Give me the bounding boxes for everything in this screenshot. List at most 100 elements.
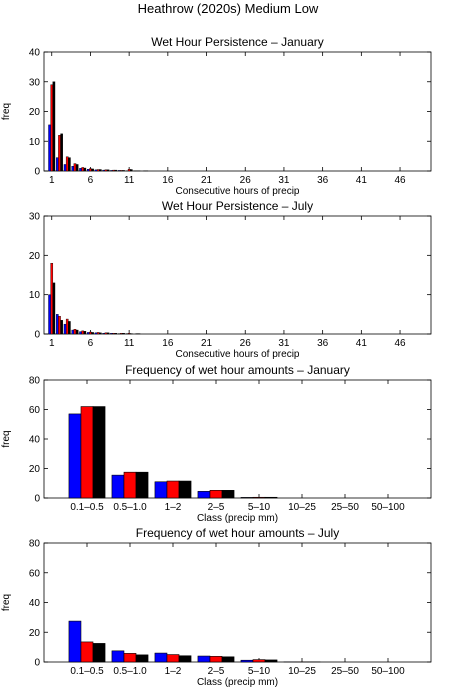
x-tick-label: 31 — [278, 175, 290, 186]
bar — [71, 329, 75, 335]
bar — [73, 163, 77, 172]
x-tick-label: 41 — [356, 175, 368, 186]
bar — [99, 169, 102, 172]
y-tick-label: 40 — [29, 598, 41, 609]
y-tick-label: 60 — [29, 568, 41, 579]
x-tick-label: 0.1–0.5 — [70, 666, 104, 677]
y-tick-label: 20 — [29, 628, 41, 639]
bar — [154, 652, 168, 663]
bar — [122, 170, 125, 172]
bar — [111, 650, 125, 663]
bar — [79, 168, 82, 172]
x-tick-label: 10–25 — [288, 502, 316, 513]
y-axis-label: freq — [1, 594, 12, 611]
bar — [75, 329, 79, 335]
chart-title: Wet Hour Persistence – January — [151, 35, 324, 49]
plot-frame — [43, 215, 432, 335]
x-axis-label: Consecutive hours of precip — [176, 349, 300, 360]
bar — [52, 81, 56, 172]
y-tick-label: 0 — [34, 494, 40, 505]
x-tick-label: 41 — [356, 338, 368, 349]
bar — [166, 654, 180, 663]
bar — [83, 167, 87, 172]
bar — [68, 321, 71, 335]
bar — [104, 169, 108, 172]
x-axis-label: Class (precip mm) — [197, 677, 278, 688]
x-tick-label: 0.5–1.0 — [113, 666, 147, 677]
bar — [197, 655, 211, 663]
bar — [252, 659, 266, 663]
x-tick-label: 1–2 — [165, 502, 182, 513]
bar — [120, 170, 123, 172]
chart-panel-2: Wet Hour Persistence – July 0 10 20 30 Consec… — [29, 199, 432, 360]
bar — [60, 320, 63, 335]
x-axis-label: Consecutive hours of precip — [176, 186, 300, 197]
x-tick-label: 25–50 — [331, 502, 359, 513]
bar — [92, 643, 106, 663]
bar — [117, 170, 121, 172]
bar — [68, 620, 82, 663]
y-tick-label: 40 — [29, 48, 41, 59]
bar — [111, 474, 125, 499]
bar — [102, 333, 106, 335]
x-tick-label: 16 — [162, 175, 174, 186]
bar — [99, 332, 102, 335]
bar — [106, 169, 110, 172]
x-tick-label: 50–100 — [371, 666, 405, 677]
bar — [96, 169, 100, 172]
x-tick-label: 1–2 — [165, 666, 182, 677]
bar — [96, 332, 100, 335]
bar — [91, 332, 94, 335]
bar — [81, 330, 84, 335]
x-axis-label: Class (precip mm) — [197, 513, 278, 524]
x-tick-label: 10–25 — [288, 666, 316, 677]
bar — [52, 282, 56, 335]
bar — [91, 168, 94, 172]
bar — [120, 333, 123, 335]
bar — [209, 490, 223, 499]
bar — [135, 471, 149, 499]
bar — [68, 413, 82, 499]
bar — [48, 124, 51, 172]
x-tick-label: 26 — [240, 175, 252, 186]
x-tick-label: 36 — [317, 175, 329, 186]
bar — [112, 169, 115, 172]
bar — [221, 490, 235, 499]
bar — [48, 294, 51, 335]
bar — [94, 169, 98, 172]
bar — [252, 496, 266, 499]
bar — [56, 314, 59, 335]
chart-title: Frequency of wet hour amounts – July — [136, 526, 339, 540]
x-tick-label: 50–100 — [371, 502, 405, 513]
y-tick-label: 0 — [34, 330, 40, 341]
bar — [130, 169, 133, 172]
bar — [50, 84, 54, 172]
x-tick-label: 5–10 — [248, 666, 271, 677]
bar — [75, 164, 79, 172]
x-tick-label: 21 — [201, 175, 213, 186]
y-tick-label: 0 — [34, 167, 40, 178]
bar — [71, 166, 75, 172]
bar — [114, 333, 118, 335]
x-tick-label: 6 — [88, 338, 94, 349]
bar — [89, 331, 92, 335]
bar — [114, 169, 118, 172]
chart-title: Wet Hour Persistence – July — [162, 199, 313, 213]
bar — [154, 481, 168, 499]
bar — [86, 332, 90, 335]
x-tick-label: 16 — [162, 338, 174, 349]
x-tick-label: 11 — [124, 338, 135, 349]
x-tick-label: 21 — [201, 338, 213, 349]
y-tick-label: 30 — [29, 212, 41, 223]
y-tick-label: 20 — [29, 251, 41, 262]
bar — [65, 318, 69, 335]
bar — [166, 480, 180, 499]
bar — [178, 655, 192, 663]
bar — [68, 157, 71, 172]
bar — [127, 333, 131, 335]
x-tick-label: 26 — [240, 338, 252, 349]
bar — [89, 168, 92, 172]
chart-panel-4: Frequency of wet hour amounts – July 0 20 4… — [1, 526, 432, 688]
y-tick-label: 20 — [29, 464, 41, 475]
